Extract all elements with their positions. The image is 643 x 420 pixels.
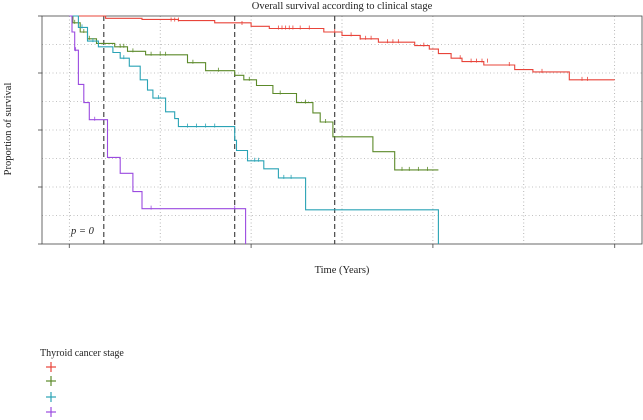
gridlines	[42, 16, 642, 244]
p-value-annotation: p = 0	[70, 226, 95, 237]
series-i-curve	[69, 15, 615, 81]
x-axis-label: Time (Years)	[315, 265, 370, 276]
chart-title: Overall survival according to clinical s…	[252, 1, 433, 12]
series-ii-curve	[69, 15, 439, 171]
legend: Thyroid cancer stage	[40, 348, 124, 417]
axes	[38, 15, 616, 248]
series-iv-curve	[69, 15, 247, 244]
series-iii-curve	[69, 15, 439, 244]
legend-title: Thyroid cancer stage	[40, 348, 124, 359]
reference-lines	[103, 16, 336, 244]
y-axis-label: Proportion of survival	[3, 83, 14, 176]
survival-curves	[69, 15, 615, 244]
